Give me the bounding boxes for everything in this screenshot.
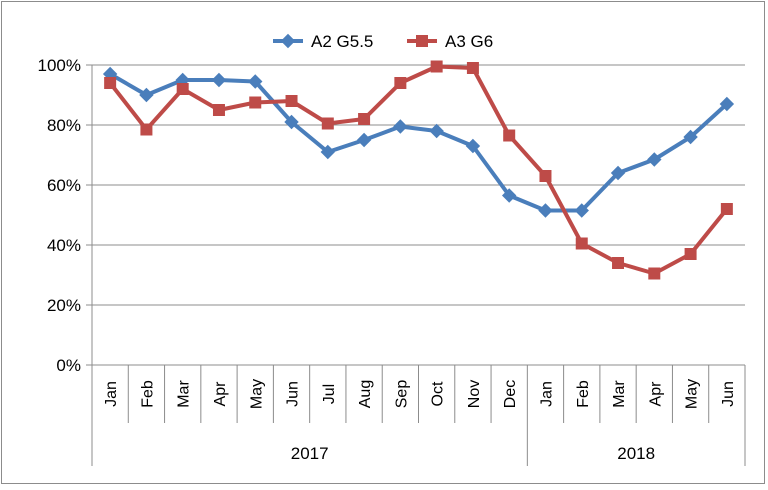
x-group-label: 2017 bbox=[291, 444, 329, 463]
x-tick-label: Feb bbox=[575, 380, 592, 408]
legend-marker bbox=[280, 33, 296, 49]
x-tick-label: Jan bbox=[103, 381, 120, 407]
data-point bbox=[501, 188, 517, 203]
y-tick-label: 100% bbox=[38, 56, 81, 75]
data-point bbox=[284, 114, 299, 130]
x-group-label: 2018 bbox=[617, 444, 655, 463]
y-tick-label: 40% bbox=[47, 236, 81, 255]
x-tick-label: May bbox=[248, 379, 265, 409]
x-tick-label: Apr bbox=[212, 381, 229, 407]
legend-item: A3 G6 bbox=[407, 32, 493, 51]
data-point bbox=[538, 203, 553, 218]
x-tick-label: Feb bbox=[139, 380, 156, 408]
series-1 bbox=[102, 66, 735, 218]
x-tick-label: Jun bbox=[285, 381, 302, 407]
gridlines bbox=[92, 64, 745, 306]
x-tick-label: Oct bbox=[430, 381, 447, 406]
x-tick-label: Nov bbox=[466, 380, 483, 408]
data-point bbox=[539, 170, 552, 182]
data-point bbox=[575, 237, 588, 250]
data-point bbox=[610, 165, 626, 181]
x-tick-label: Sep bbox=[393, 380, 410, 409]
data-point bbox=[683, 129, 698, 145]
data-point bbox=[648, 267, 661, 280]
x-tick-label: Jul bbox=[321, 384, 338, 404]
data-point bbox=[249, 96, 262, 109]
x-tick-label: Dec bbox=[502, 380, 519, 408]
x-tick-label: Aug bbox=[357, 380, 374, 408]
axes bbox=[86, 64, 746, 466]
data-point bbox=[176, 83, 189, 95]
data-point bbox=[503, 129, 516, 142]
x-tick-label: Mar bbox=[176, 380, 193, 408]
data-point bbox=[684, 248, 697, 260]
data-point bbox=[320, 144, 336, 160]
data-point bbox=[574, 203, 589, 218]
y-tick-label: 60% bbox=[47, 176, 81, 195]
series-line bbox=[108, 64, 729, 276]
data-point bbox=[285, 95, 298, 107]
data-point bbox=[466, 62, 479, 74]
data-point bbox=[321, 117, 334, 130]
series-line bbox=[109, 72, 729, 213]
data-point bbox=[211, 72, 227, 88]
data-point bbox=[720, 203, 733, 215]
data-point bbox=[719, 96, 735, 112]
data-point bbox=[394, 77, 407, 89]
data-point bbox=[393, 119, 408, 134]
data-point bbox=[104, 77, 117, 89]
legend-label: A2 G5.5 bbox=[311, 32, 373, 51]
data-point bbox=[430, 60, 443, 73]
x-tick-label: Mar bbox=[611, 380, 628, 408]
data-point bbox=[248, 74, 263, 89]
data-point bbox=[429, 123, 444, 139]
y-axis-tick-labels: 0% 20% 40% 60% 80% 100% bbox=[38, 56, 81, 375]
y-tick-label: 80% bbox=[47, 116, 81, 135]
data-point bbox=[212, 104, 225, 116]
x-axis-tick-labels: Jan Feb Mar Apr May Jun Jul Aug Sep Oct Nov Dec Jan F… bbox=[103, 379, 737, 409]
series-2 bbox=[104, 60, 733, 280]
legend-label: A3 G6 bbox=[445, 32, 493, 51]
data-point bbox=[139, 87, 154, 103]
x-tick-label: Apr bbox=[647, 381, 664, 407]
x-tick-label: Jun bbox=[720, 381, 737, 407]
x-tick-label: Jan bbox=[538, 381, 555, 407]
x-tick-label: May bbox=[684, 379, 701, 409]
y-tick-label: 0% bbox=[56, 356, 81, 375]
x-axis-year-groups: 2017 2018 bbox=[291, 444, 655, 463]
y-tick-label: 20% bbox=[47, 296, 81, 315]
legend-item: A2 G5.5 bbox=[273, 32, 373, 51]
data-point bbox=[647, 152, 662, 167]
data-point bbox=[140, 123, 153, 136]
series-layer bbox=[102, 60, 735, 280]
legend-marker bbox=[416, 35, 428, 47]
legend: A2 G5.5 A3 G6 bbox=[273, 32, 493, 51]
data-point bbox=[358, 113, 371, 125]
data-point bbox=[612, 257, 625, 269]
data-point bbox=[465, 138, 481, 154]
data-point bbox=[356, 132, 372, 148]
